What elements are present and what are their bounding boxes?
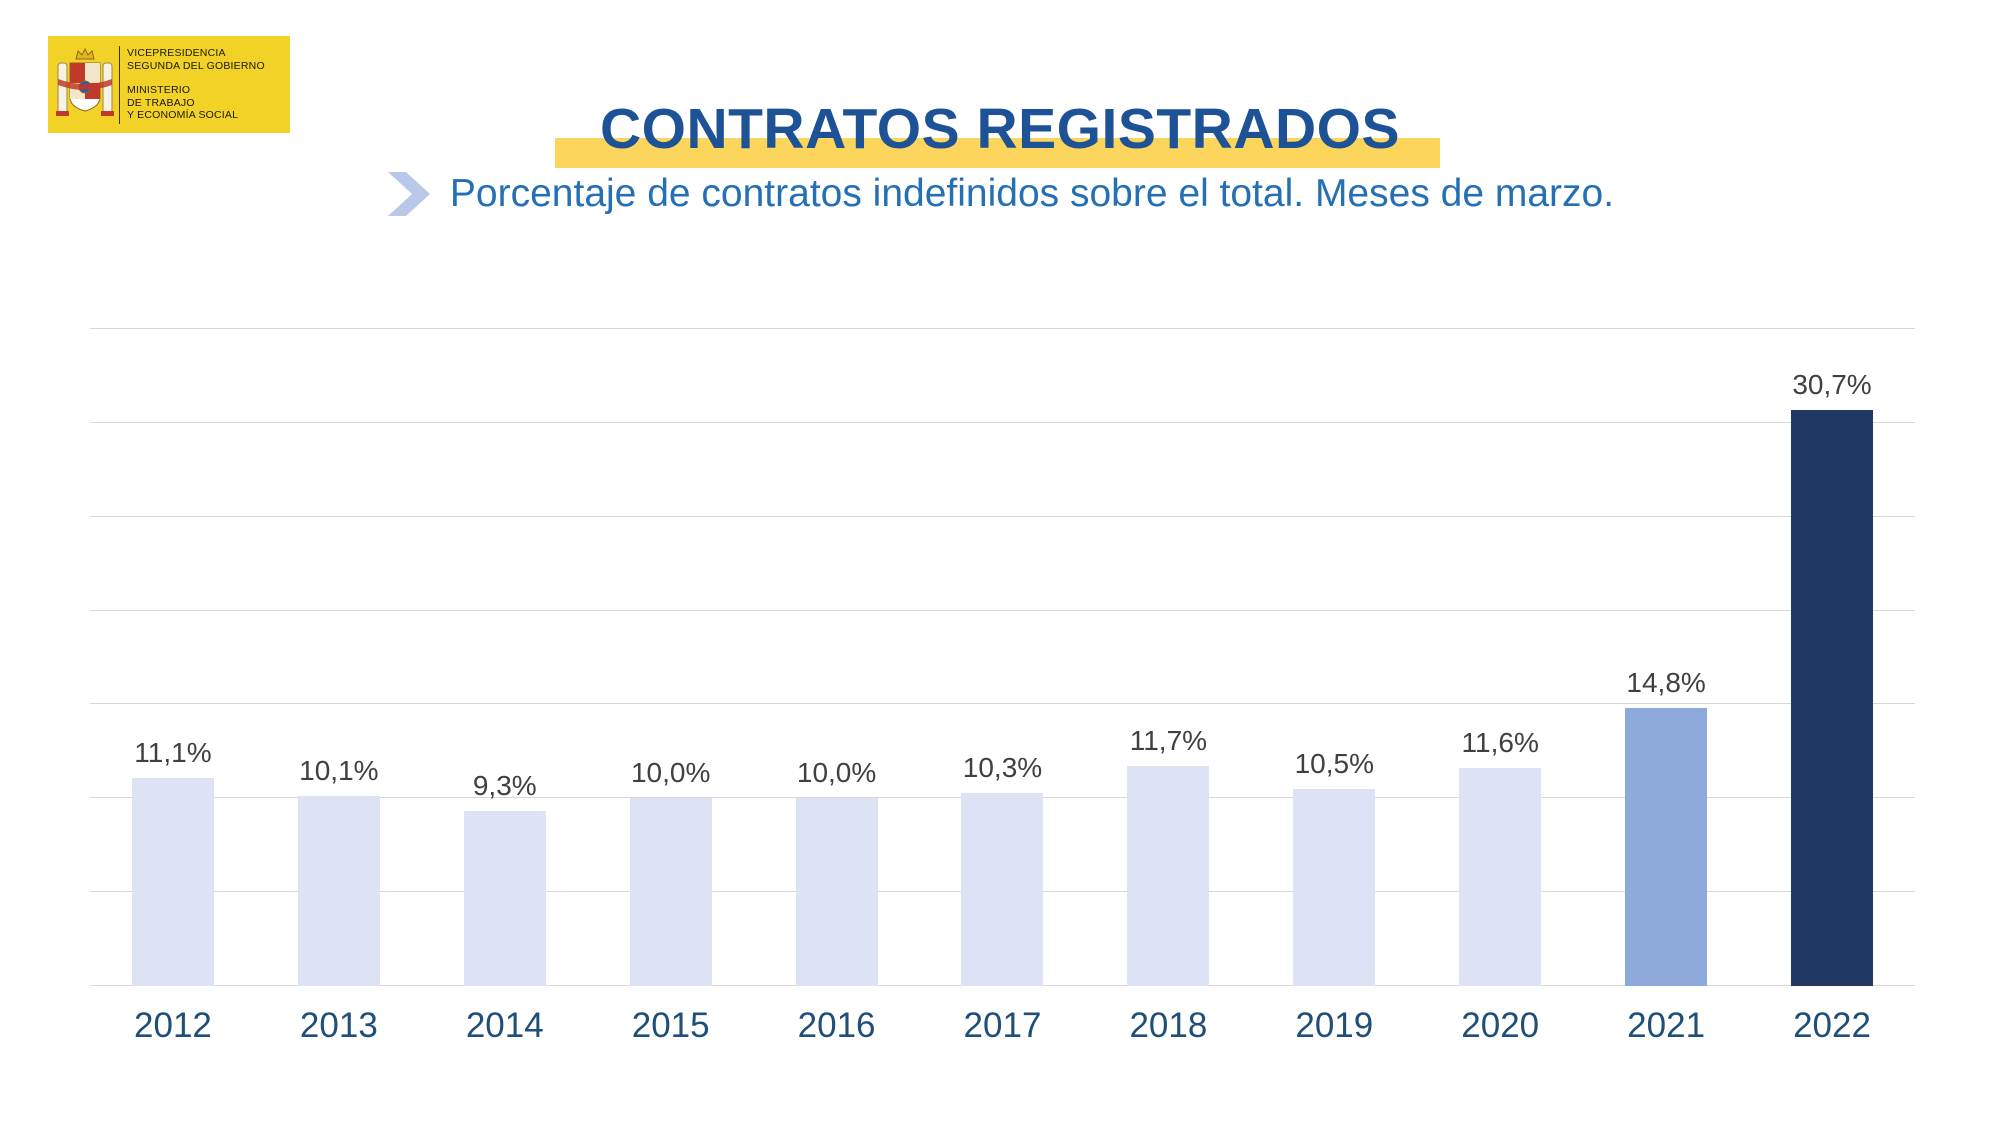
chevron-right-icon: [387, 172, 430, 216]
x-axis-label-2013: 2013: [299, 1006, 378, 1045]
bar-group-2020: 11,6%: [1417, 329, 1583, 986]
logo-divider: [119, 45, 120, 124]
page-title: CONTRATOS REGISTRADOS: [599, 97, 1401, 161]
bar-value-label: 10,0%: [630, 757, 711, 789]
logo-ministerio-text: MINISTERIO DE TRABAJO Y ECONOMÍA SOCIAL: [127, 84, 265, 122]
bar-2012: [131, 777, 214, 986]
bar-group-2014: 9,3%: [422, 329, 588, 986]
bar-value-label: 11,1%: [134, 736, 212, 768]
bar-value-label: 9,3%: [472, 770, 537, 802]
bar-group-2022: 30,7%: [1749, 329, 1915, 986]
bar-group-2019: 10,5%: [1251, 329, 1417, 986]
chart-subtitle: Porcentaje de contratos indefinidos sobr…: [449, 172, 1615, 215]
gridline: [90, 328, 1915, 329]
bar-2014: [463, 811, 546, 986]
spain-coat-of-arms-icon: [54, 43, 116, 127]
bars-row: 11,1% 10,1% 9,3% 10,0% 10,0% 10,3% 11,7% 10,5% 1…: [90, 329, 1915, 986]
x-axis-label-2014: 2014: [465, 1006, 544, 1045]
logo-text-line: VICEPRESIDENCIA: [127, 47, 226, 60]
bar-value-label: 10,1%: [299, 755, 379, 787]
bar-group-2012: 11,1%: [90, 329, 256, 986]
x-axis-label-2022: 2022: [1793, 1006, 1871, 1045]
axis-row: 2012 2013 2014 2015 2016 2017 2018 2019 2020 2021…: [90, 1006, 1915, 1046]
logo-text-line: Y ECONOMÍA SOCIAL: [127, 109, 239, 122]
title-block: CONTRATOS REGISTRADOS: [0, 96, 2000, 168]
bar-group-2015: 10,0%: [588, 329, 754, 986]
bar-value-label: 14,8%: [1626, 667, 1706, 699]
logo-text-line: DE TRABAJO: [127, 96, 195, 109]
bar-value-label: 30,7%: [1792, 368, 1872, 400]
x-axis-label-2019: 2019: [1295, 1006, 1374, 1045]
bar-value-label: 10,0%: [796, 757, 877, 789]
bar-2017: [961, 792, 1044, 986]
bar-value-label: 10,5%: [1294, 747, 1374, 779]
bar-2015: [629, 798, 712, 986]
x-axis-label-2020: 2020: [1461, 1006, 1540, 1045]
x-axis-label-2017: 2017: [963, 1006, 1042, 1045]
bar-2021: [1625, 708, 1708, 986]
logo-text-line: SEGUNDA DEL GOBIERNO: [127, 59, 265, 72]
x-axis-label-2021: 2021: [1627, 1006, 1706, 1045]
government-logo: VICEPRESIDENCIA SEGUNDA DEL GOBIERNO MIN…: [48, 36, 290, 133]
gridline: [90, 515, 1915, 517]
bar-2019: [1293, 788, 1376, 986]
bar-value-label: 10,3%: [962, 751, 1043, 783]
x-axis-label-2018: 2018: [1129, 1006, 1208, 1045]
bar-2022: [1791, 409, 1874, 986]
bar-value-label: 11,6%: [1461, 727, 1539, 759]
bar-group-2013: 10,1%: [256, 329, 422, 986]
x-axis-label-2012: 2012: [134, 1006, 212, 1045]
x-axis-label-2015: 2015: [631, 1006, 710, 1045]
subtitle-block: Porcentaje de contratos indefinidos sobr…: [0, 172, 2000, 216]
logo-vicepresidencia-text: VICEPRESIDENCIA SEGUNDA DEL GOBIERNO: [127, 47, 265, 72]
plot-area: 11,1% 10,1% 9,3% 10,0% 10,0% 10,3% 11,7% 10,5% 1…: [90, 328, 1915, 986]
bar-2016: [795, 798, 878, 986]
gridline: [90, 703, 1915, 705]
bar-2018: [1127, 766, 1210, 986]
bar-group-2021: 14,8%: [1583, 329, 1749, 986]
bar-value-label: 11,7%: [1129, 725, 1208, 757]
bar-group-2017: 10,3%: [920, 329, 1086, 986]
bar-group-2016: 10,0%: [754, 329, 920, 986]
gridline: [90, 609, 1915, 611]
x-axis-label-2016: 2016: [797, 1006, 876, 1045]
bar-2013: [297, 796, 380, 986]
bar-group-2018: 11,7%: [1085, 329, 1251, 986]
logo-text-line: MINISTERIO: [127, 84, 191, 97]
gridline: [90, 421, 1915, 423]
title-highlight-bar: [554, 138, 1441, 168]
bar-2020: [1459, 768, 1542, 986]
